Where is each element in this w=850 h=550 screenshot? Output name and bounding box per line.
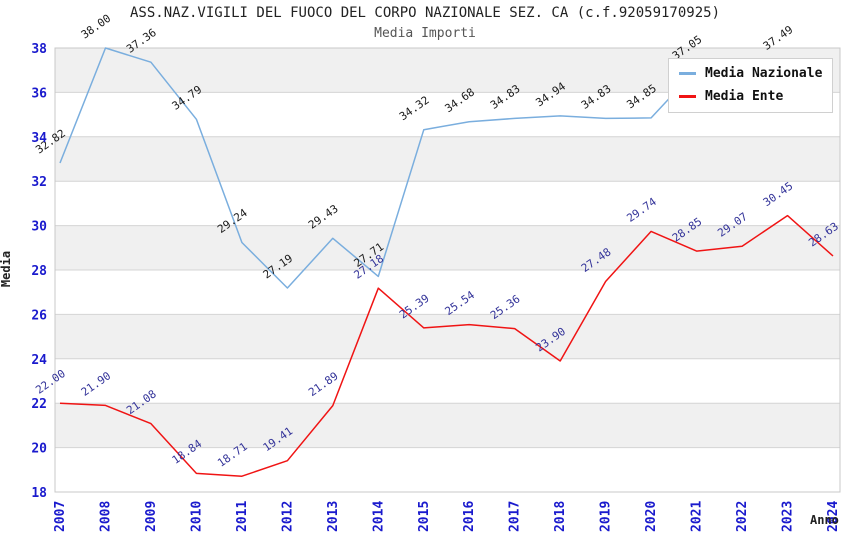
x-tick-label: 2012 <box>280 501 295 532</box>
chart-title: ASS.NAZ.VIGILI DEL FUOCO DEL CORPO NAZIO… <box>129 5 720 21</box>
point-label: 34.32 <box>397 94 432 124</box>
point-label: 21.89 <box>306 369 341 399</box>
plot-band <box>55 403 840 448</box>
y-tick-label: 36 <box>31 86 47 101</box>
x-tick-label: 2020 <box>644 501 659 532</box>
x-tick-label: 2010 <box>189 501 204 532</box>
x-tick-label: 2009 <box>144 501 159 532</box>
y-tick-label: 18 <box>31 486 47 501</box>
y-tick-label: 34 <box>31 131 47 146</box>
point-label: 21.90 <box>79 369 114 399</box>
x-tick-label: 2017 <box>508 501 523 532</box>
point-label: 30.45 <box>761 179 796 209</box>
y-tick-label: 32 <box>31 175 47 190</box>
y-tick-label: 22 <box>31 397 47 412</box>
x-tick-label: 2018 <box>553 501 568 532</box>
chart-subtitle: Media Importi <box>374 26 476 41</box>
y-axis-title: Media <box>0 250 13 288</box>
legend-label: Media Ente <box>705 89 784 104</box>
plot-band <box>55 225 840 270</box>
x-tick-label: 2014 <box>371 501 386 532</box>
y-tick-label: 28 <box>31 264 47 279</box>
x-tick-label: 2015 <box>417 501 432 532</box>
series-line-media-nazionale <box>59 47 788 289</box>
x-tick-label: 2016 <box>462 501 477 532</box>
y-tick-label: 38 <box>31 42 47 57</box>
y-tick-label: 20 <box>31 442 47 457</box>
y-tick-label: 24 <box>31 353 47 368</box>
x-tick-label: 2008 <box>98 501 113 532</box>
x-tick-label: 2019 <box>599 501 614 532</box>
x-tick-label: 2013 <box>326 501 341 532</box>
y-tick-label: 26 <box>31 308 47 323</box>
legend-line-marker-blue-icon <box>679 72 696 75</box>
point-label: 29.74 <box>624 195 659 225</box>
legend-item-media-ente: Media Ente <box>679 89 822 104</box>
x-axis-title: Anno <box>810 513 839 527</box>
plot-border <box>54 47 841 493</box>
point-label: 25.54 <box>442 288 477 318</box>
legend-line-marker-red-icon <box>679 95 696 98</box>
x-tick-label: 2023 <box>781 501 796 532</box>
point-label: 22.00 <box>33 367 68 397</box>
y-tick-label: 30 <box>31 220 47 235</box>
legend-item-media-nazionale: Media Nazionale <box>679 66 822 81</box>
legend: Media Nazionale Media Ente <box>668 58 834 113</box>
legend-label: Media Nazionale <box>705 66 823 81</box>
plot-band <box>55 136 840 182</box>
x-tick-label: 2011 <box>235 501 250 532</box>
x-tick-label: 2021 <box>690 501 705 532</box>
x-tick-label: 2007 <box>53 501 68 532</box>
plot-band <box>55 314 840 359</box>
series-line-media-ente <box>59 214 834 477</box>
x-tick-label: 2022 <box>735 501 750 532</box>
x-tick-label: 2024 <box>826 501 841 532</box>
